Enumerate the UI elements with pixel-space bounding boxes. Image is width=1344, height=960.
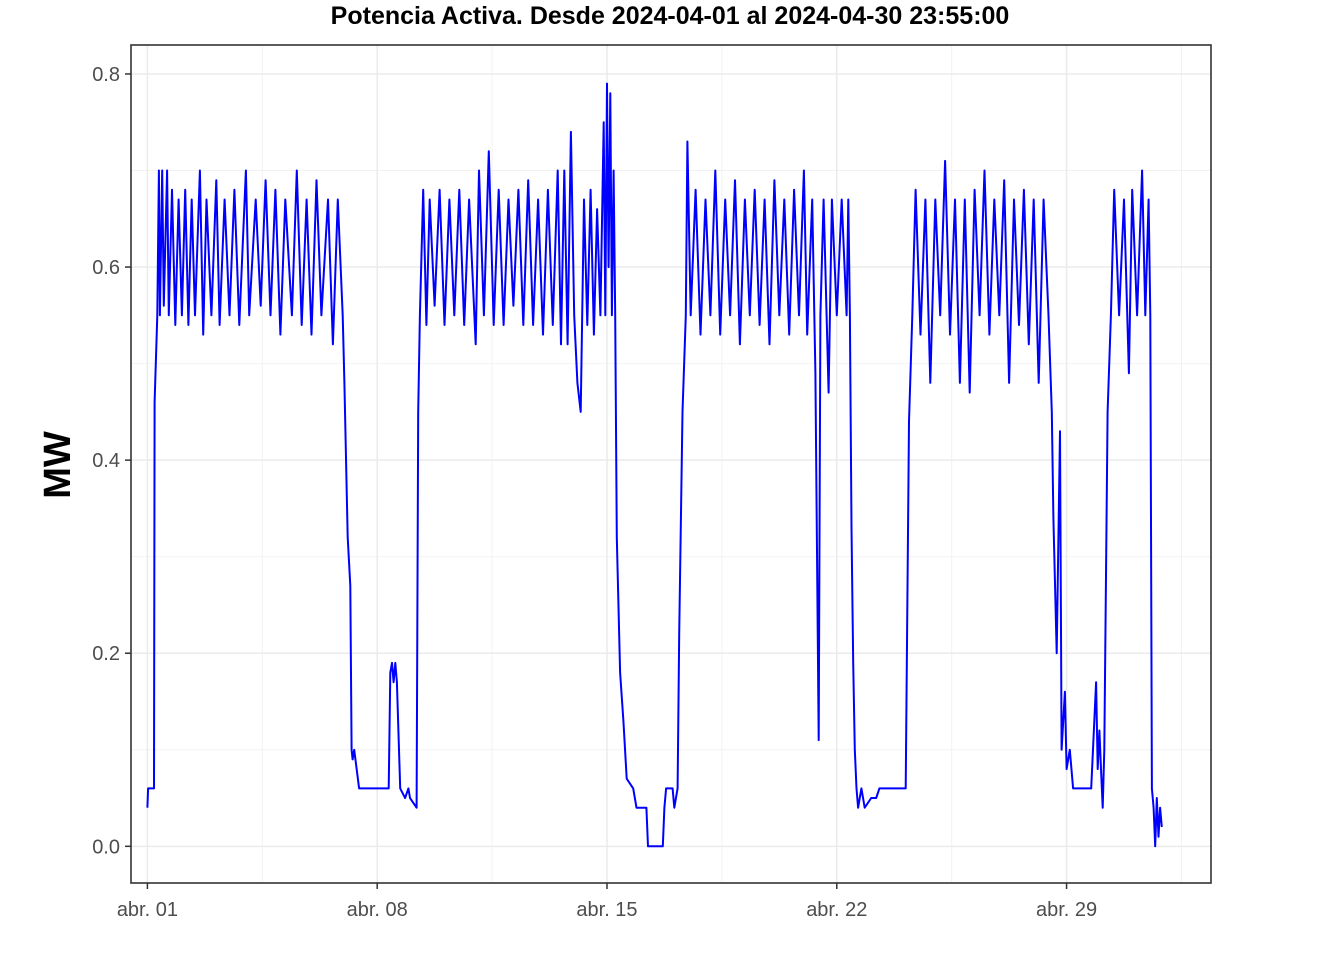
y-tick-label: 0.4: [92, 450, 120, 472]
x-axis: abr. 01 abr. 08 abr. 15 abr. 22 abr. 29: [117, 883, 1097, 921]
x-tick-label: abr. 15: [576, 899, 637, 921]
y-tick-label: 0.0: [92, 836, 120, 858]
plot-panel: [130, 44, 1212, 884]
plot-background: [131, 45, 1211, 883]
x-tick-label: abr. 22: [806, 899, 867, 921]
x-tick-label: abr. 29: [1036, 899, 1097, 921]
y-axis: 0.0 0.2 0.4 0.6 0.8: [92, 64, 131, 858]
y-tick-label: 0.2: [92, 643, 120, 665]
plot-border: [130, 44, 1212, 884]
y-tick-label: 0.8: [92, 64, 120, 86]
y-tick-label: 0.6: [92, 257, 120, 279]
x-tick-label: abr. 08: [347, 899, 408, 921]
x-tick-label: abr. 01: [117, 899, 178, 921]
chart-title: Potencia Activa. Desde 2024-04-01 al 202…: [331, 2, 1010, 30]
series-line: [146, 82, 1163, 848]
minor-gridlines: [131, 45, 1211, 883]
y-axis-label: MW: [37, 431, 79, 499]
